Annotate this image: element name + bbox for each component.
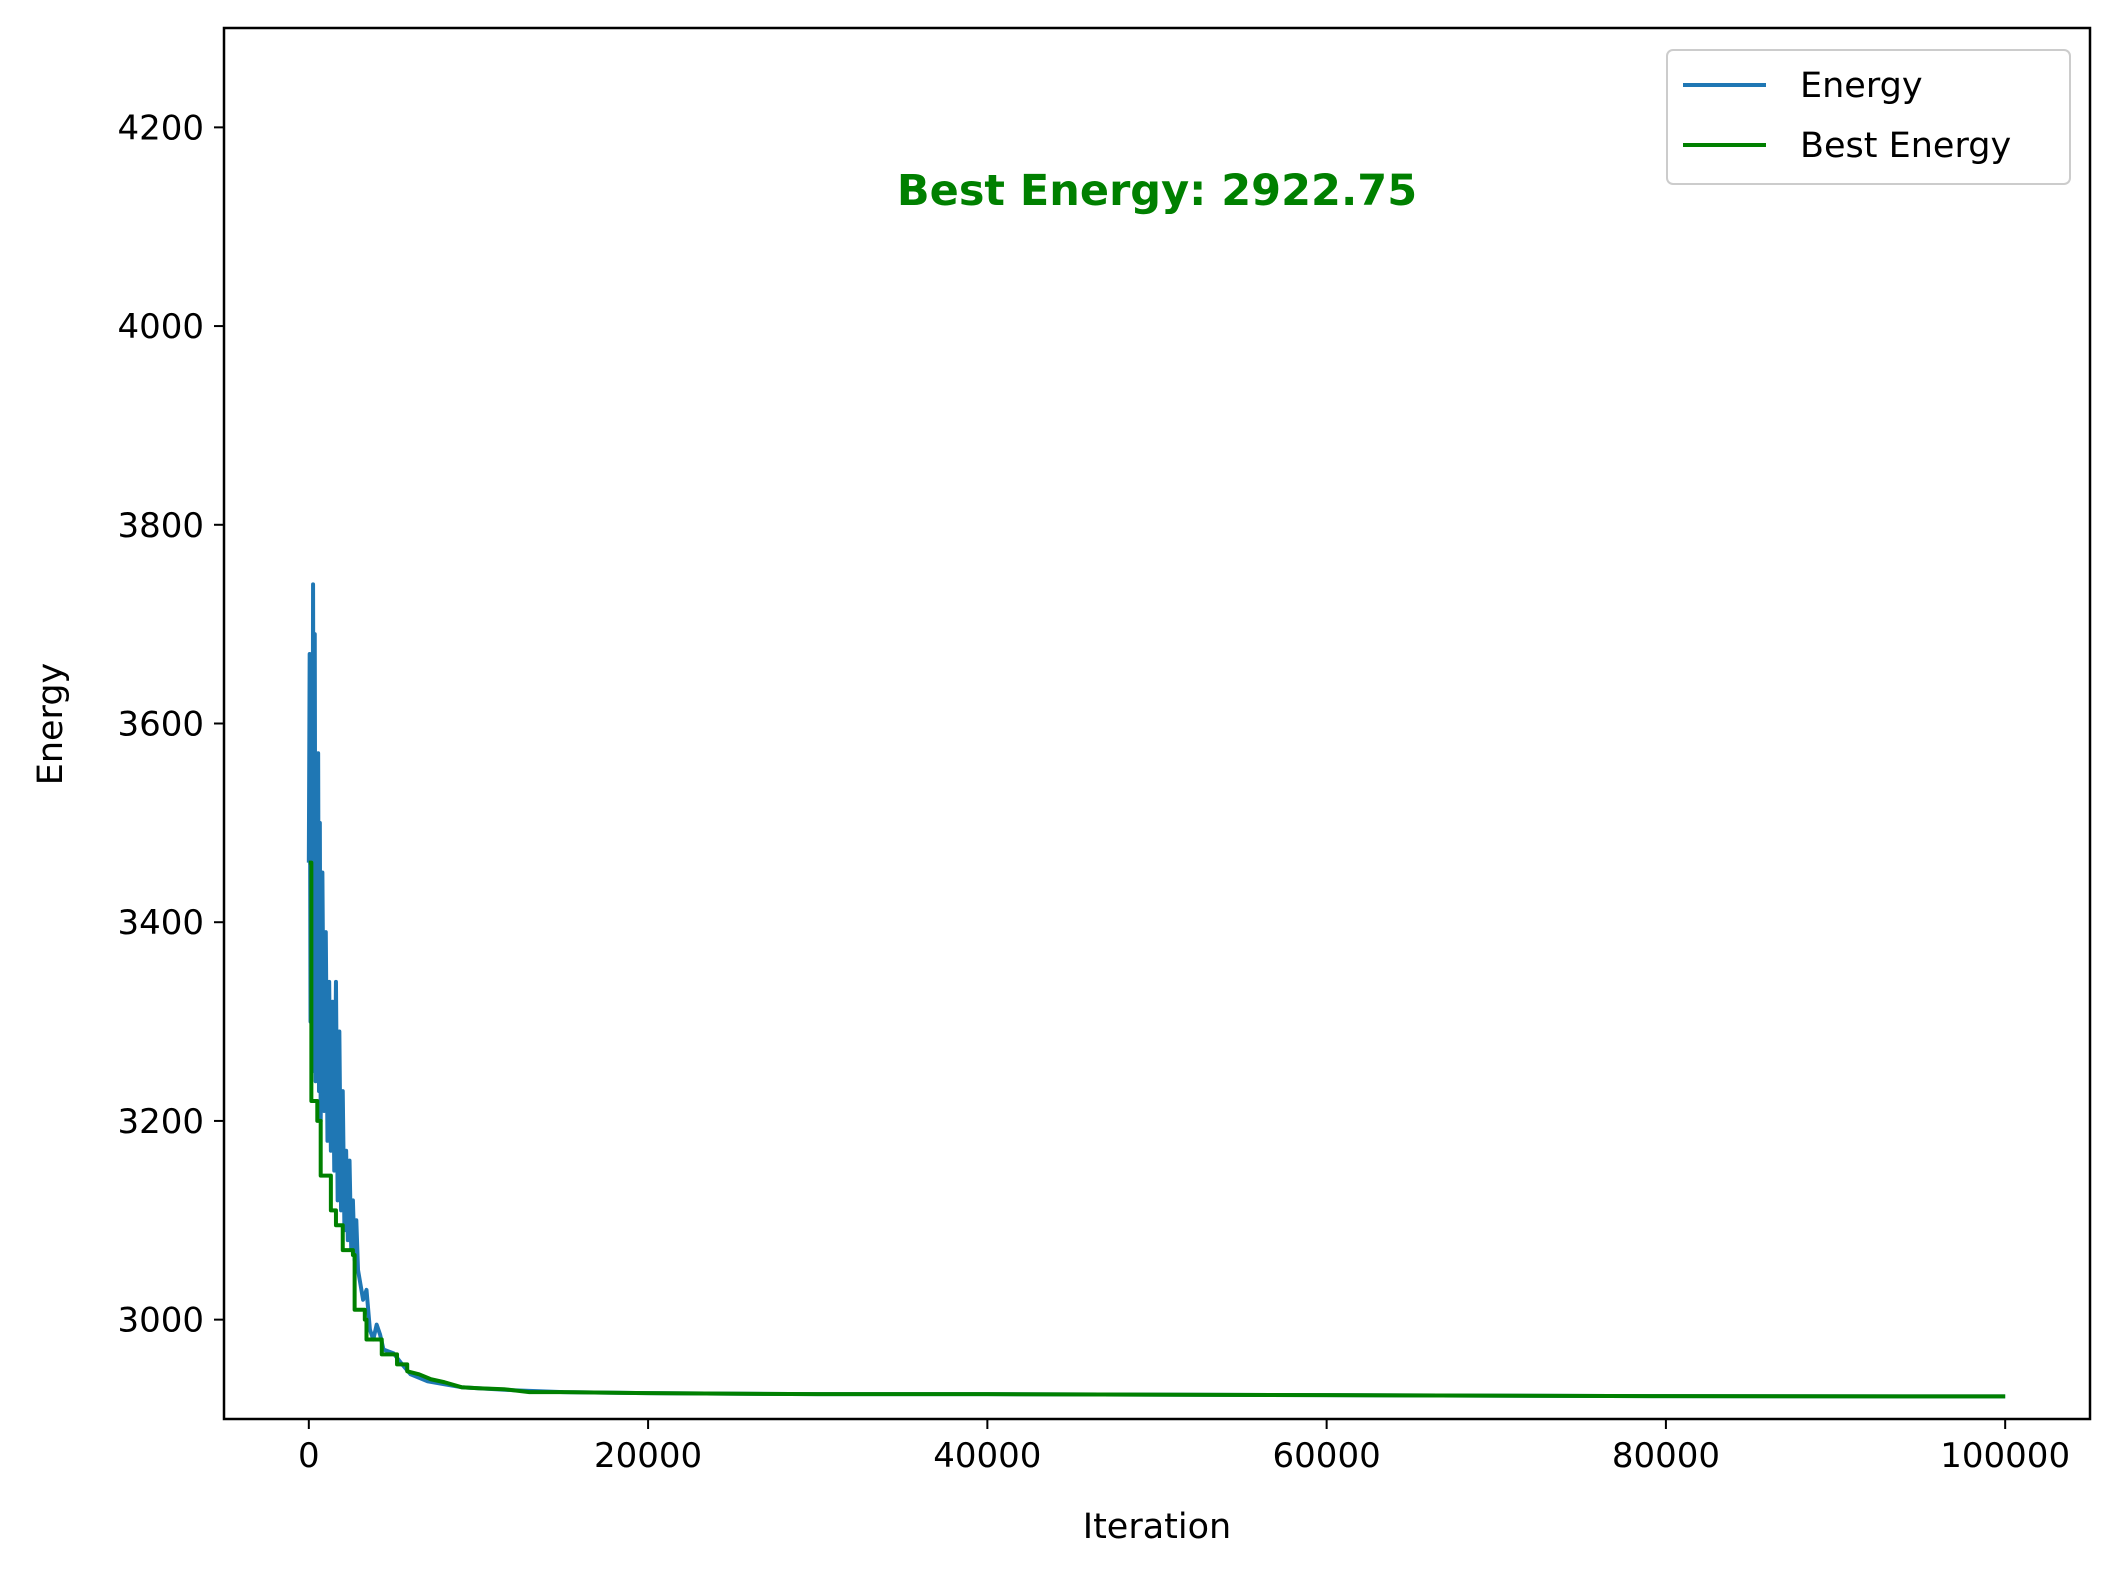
series-layer — [306, 582, 2006, 1399]
y-tick-label: 3200 — [117, 1102, 204, 1142]
x-axis-label: Iteration — [1083, 1507, 1231, 1547]
y-tick-label: 4200 — [117, 108, 204, 148]
plot-area: Best Energy: 2922.75 0 20000 40000 60000 800… — [117, 26, 2092, 1476]
axes-background — [224, 28, 2090, 1419]
x-tick-label: 0 — [298, 1436, 320, 1476]
legend-label-energy: Energy — [1800, 66, 1923, 106]
legend-label-best-energy: Best Energy — [1800, 126, 2011, 166]
legend-box — [1666, 49, 2071, 185]
x-tick-label: 80000 — [1612, 1436, 1720, 1476]
x-tick-label: 40000 — [933, 1436, 1041, 1476]
y-tick-label: 4000 — [117, 307, 204, 347]
y-tick-label: 3000 — [117, 1301, 204, 1341]
x-tick-label: 60000 — [1273, 1436, 1381, 1476]
series-line-best-energy — [308, 860, 2006, 1399]
x-tick-label: 20000 — [594, 1436, 702, 1476]
x-axis: 0 20000 40000 60000 80000 100000 — [298, 1419, 2070, 1476]
y-tick-label: 3600 — [117, 705, 204, 745]
best-energy-annotation: Best Energy: 2922.75 — [897, 166, 1417, 216]
y-axis-label: Energy — [31, 663, 71, 786]
x-tick-label: 100000 — [1940, 1436, 2070, 1476]
y-axis: 3000 3200 3400 3600 3800 4000 4200 — [117, 108, 224, 1341]
y-tick-label: 3800 — [117, 506, 204, 546]
y-tick-label: 3400 — [117, 903, 204, 943]
legend: Energy Best Energy — [1666, 49, 2071, 185]
